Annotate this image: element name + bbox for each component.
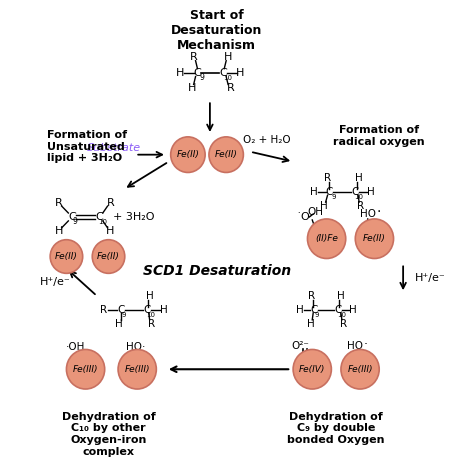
Text: R: R — [308, 291, 315, 301]
Text: H: H — [320, 201, 328, 211]
Text: H: H — [224, 52, 232, 62]
Text: C: C — [68, 212, 76, 222]
Text: 10: 10 — [98, 219, 107, 225]
Circle shape — [356, 219, 394, 258]
Circle shape — [209, 137, 243, 172]
Text: H: H — [349, 305, 356, 315]
Circle shape — [293, 350, 331, 389]
Text: Fe(III): Fe(III) — [73, 365, 98, 374]
Text: H⁺/e⁻: H⁺/e⁻ — [40, 277, 70, 287]
Text: Fe(IV): Fe(IV) — [299, 365, 325, 374]
Circle shape — [171, 137, 205, 172]
Circle shape — [118, 350, 156, 389]
Circle shape — [50, 240, 83, 274]
Text: Fe(III): Fe(III) — [125, 365, 150, 374]
Text: C: C — [351, 187, 359, 197]
Text: H: H — [54, 226, 63, 236]
Text: R: R — [190, 52, 198, 62]
Text: H: H — [146, 291, 153, 301]
Text: C: C — [117, 305, 125, 315]
Text: C: C — [334, 305, 342, 315]
Text: R: R — [340, 319, 347, 329]
Text: 10: 10 — [355, 194, 364, 200]
Circle shape — [341, 350, 379, 389]
Text: Fe(III): Fe(III) — [347, 365, 373, 374]
Text: R: R — [227, 83, 235, 94]
Text: O²⁻: O²⁻ — [291, 341, 309, 351]
Text: ·: · — [376, 205, 380, 219]
Text: O₂ + H₂O: O₂ + H₂O — [243, 135, 291, 145]
Circle shape — [67, 350, 105, 389]
Text: H: H — [176, 68, 184, 78]
Text: H: H — [106, 226, 115, 236]
Text: Start of
Desaturation
Mechanism: Start of Desaturation Mechanism — [171, 9, 262, 52]
Text: R: R — [357, 201, 364, 211]
Text: SCD1 Desaturation: SCD1 Desaturation — [143, 264, 291, 278]
Text: 9: 9 — [122, 312, 126, 318]
Text: HO·: HO· — [126, 342, 145, 352]
Text: H: H — [367, 187, 374, 197]
Text: HO: HO — [347, 341, 363, 351]
Text: 10: 10 — [224, 75, 233, 80]
Circle shape — [307, 219, 346, 258]
Text: R: R — [148, 319, 155, 329]
Text: 10: 10 — [146, 312, 155, 318]
Text: H: H — [296, 305, 304, 315]
Text: C: C — [95, 212, 103, 222]
Text: OH: OH — [307, 207, 323, 217]
Text: 9: 9 — [200, 73, 205, 82]
Text: 9: 9 — [331, 194, 336, 200]
Text: C: C — [220, 68, 227, 78]
Text: Dehydration of
C₁₀ by other
Oxygen-iron
complex: Dehydration of C₁₀ by other Oxygen-iron … — [62, 412, 155, 456]
Text: Dehydration of
C₉ by double
bonded Oxygen: Dehydration of C₉ by double bonded Oxyge… — [288, 412, 385, 445]
Text: 9: 9 — [315, 312, 320, 318]
Text: Fe(II): Fe(II) — [215, 150, 238, 159]
Text: 10: 10 — [338, 312, 346, 318]
Text: ·OH: ·OH — [66, 342, 86, 352]
Text: Fe(II): Fe(II) — [55, 252, 78, 261]
Text: R: R — [100, 305, 107, 315]
Text: H: H — [188, 83, 196, 94]
Text: C: C — [194, 68, 201, 78]
Text: H: H — [160, 305, 168, 315]
Text: C: C — [326, 187, 333, 197]
Text: C: C — [310, 305, 318, 315]
Text: R: R — [324, 173, 331, 183]
Text: HO: HO — [360, 209, 376, 219]
Text: (II)Fe: (II)Fe — [315, 234, 338, 243]
Text: H: H — [307, 319, 315, 329]
Text: Fe(II): Fe(II) — [176, 150, 199, 159]
Text: H: H — [115, 319, 123, 329]
Text: R: R — [55, 198, 63, 208]
Text: ̇O: ̇O — [301, 212, 310, 222]
Text: Formation of
radical oxygen: Formation of radical oxygen — [333, 125, 425, 147]
Text: H: H — [355, 173, 363, 183]
Text: H: H — [310, 187, 318, 197]
Text: + 3H₂O: + 3H₂O — [112, 212, 154, 222]
Text: C: C — [143, 305, 150, 315]
Text: Fe(II): Fe(II) — [97, 252, 120, 261]
Text: Fe(II): Fe(II) — [363, 234, 386, 243]
Text: H⁺/e⁻: H⁺/e⁻ — [414, 273, 446, 283]
Text: ·: · — [364, 338, 368, 351]
Text: H: H — [337, 291, 345, 301]
Text: 9: 9 — [72, 218, 77, 227]
Text: H: H — [236, 68, 245, 78]
Text: R: R — [107, 198, 114, 208]
Text: Formation of
Unsaturated
lipid + 3H₂O: Formation of Unsaturated lipid + 3H₂O — [47, 130, 127, 163]
Text: Substrate: Substrate — [87, 143, 141, 153]
Circle shape — [92, 240, 125, 274]
